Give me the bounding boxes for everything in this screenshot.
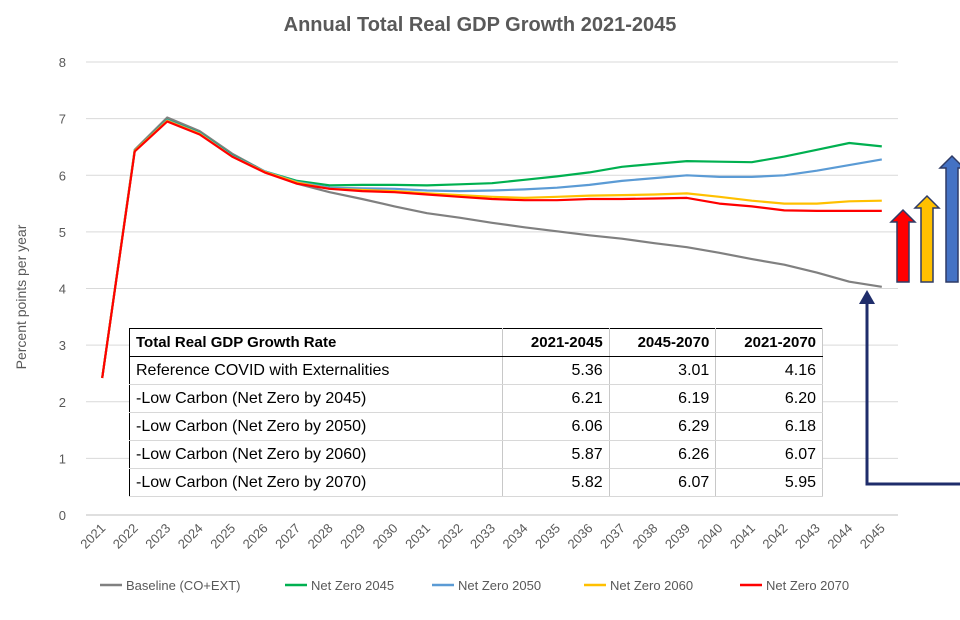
x-tick-label: 2022 <box>110 521 141 552</box>
legend-label: Net Zero 2060 <box>610 578 693 593</box>
table-cell: -Low Carbon (Net Zero by 2070) <box>129 468 503 497</box>
table-row: -Low Carbon (Net Zero by 2070) 5.82 6.07… <box>129 468 823 497</box>
x-tick-label: 2028 <box>305 521 336 552</box>
table-header: Total Real GDP Growth Rate <box>129 328 503 357</box>
table-cell: 5.82 <box>502 468 610 497</box>
x-tick-label: 2042 <box>759 521 790 552</box>
table-header: 2021-2045 <box>502 328 610 357</box>
x-tick-label: 2041 <box>727 521 758 552</box>
table-cell: 6.26 <box>609 440 717 469</box>
x-tick-label: 2040 <box>694 521 725 552</box>
chart-title: Annual Total Real GDP Growth 2021-2045 <box>284 14 677 36</box>
table-cell: 4.16 <box>715 356 823 385</box>
connector-arrowhead <box>859 290 875 304</box>
y-tick-label: 8 <box>59 55 66 70</box>
y-tick-label: 0 <box>59 508 66 523</box>
x-tick-label: 2036 <box>565 521 596 552</box>
x-tick-label: 2045 <box>857 521 888 552</box>
up-arrow <box>938 154 960 283</box>
y-tick-label: 1 <box>59 451 66 466</box>
x-tick-label: 2030 <box>370 521 401 552</box>
table-row: -Low Carbon (Net Zero by 2060) 5.87 6.26… <box>129 440 823 469</box>
up-arrow <box>913 194 941 283</box>
connector-arrow <box>865 302 960 486</box>
y-tick-label: 6 <box>59 168 66 183</box>
up-arrow <box>889 208 917 283</box>
table-cell: 6.20 <box>715 384 823 413</box>
table-header-row: Total Real GDP Growth Rate 2021-2045 204… <box>129 328 823 357</box>
x-axis-ticks: 2021 2022 2023 2024 2025 2026 2027 2028 2029 2030… <box>77 521 888 552</box>
x-tick-label: 2027 <box>272 521 303 552</box>
legend-label: Net Zero 2045 <box>311 578 394 593</box>
table-cell: -Low Carbon (Net Zero by 2060) <box>129 440 503 469</box>
legend-label: Baseline (CO+EXT) <box>126 578 241 593</box>
summary-table: Total Real GDP Growth Rate 2021-2045 204… <box>129 328 823 497</box>
table-cell: -Low Carbon (Net Zero by 2045) <box>129 384 503 413</box>
table-cell: 5.36 <box>502 356 610 385</box>
x-tick-label: 2024 <box>175 521 206 552</box>
table-cell: -Low Carbon (Net Zero by 2050) <box>129 412 503 441</box>
table-row: -Low Carbon (Net Zero by 2045) 6.21 6.19… <box>129 384 823 413</box>
y-tick-label: 5 <box>59 225 66 240</box>
x-tick-label: 2023 <box>142 521 173 552</box>
x-tick-label: 2037 <box>597 521 628 552</box>
y-tick-label: 3 <box>59 338 66 353</box>
table-cell: 6.06 <box>502 412 610 441</box>
x-tick-label: 2034 <box>500 521 531 552</box>
x-tick-label: 2032 <box>435 521 466 552</box>
x-tick-label: 2029 <box>337 521 368 552</box>
x-tick-label: 2043 <box>792 521 823 552</box>
table-row: -Low Carbon (Net Zero by 2050) 6.06 6.29… <box>129 412 823 441</box>
table-cell: 6.29 <box>609 412 717 441</box>
table-cell: Reference COVID with Externalities <box>129 356 503 385</box>
table-cell: 6.19 <box>609 384 717 413</box>
y-axis-label: Percent points per year <box>13 224 29 369</box>
x-tick-label: 2033 <box>467 521 498 552</box>
table-cell: 6.21 <box>502 384 610 413</box>
legend-label: Net Zero 2070 <box>766 578 849 593</box>
x-tick-label: 2039 <box>662 521 693 552</box>
x-tick-label: 2038 <box>629 521 660 552</box>
x-tick-label: 2021 <box>77 521 108 552</box>
y-axis-ticks: 0 1 2 3 4 5 6 7 8 <box>59 55 66 523</box>
legend: Baseline (CO+EXT) Net Zero 2045 Net Zero 2… <box>100 578 849 593</box>
x-tick-label: 2025 <box>207 521 238 552</box>
y-tick-label: 7 <box>59 112 66 127</box>
table-cell: 5.95 <box>715 468 823 497</box>
table-cell: 6.18 <box>715 412 823 441</box>
table-cell: 6.07 <box>715 440 823 469</box>
series-line <box>101 116 882 379</box>
table-row: Reference COVID with Externalities 5.36 … <box>129 356 823 385</box>
annotations <box>859 154 960 486</box>
x-tick-label: 2035 <box>532 521 563 552</box>
x-tick-label: 2031 <box>402 521 433 552</box>
x-tick-label: 2044 <box>824 521 855 552</box>
y-tick-label: 2 <box>59 395 66 410</box>
table-header: 2045-2070 <box>609 328 717 357</box>
table-cell: 5.87 <box>502 440 610 469</box>
series-lines <box>101 116 882 379</box>
table-cell: 3.01 <box>609 356 717 385</box>
series-line <box>101 120 882 379</box>
y-tick-label: 4 <box>59 282 66 297</box>
legend-label: Net Zero 2050 <box>458 578 541 593</box>
table-cell: 6.07 <box>609 468 717 497</box>
x-tick-label: 2026 <box>240 521 271 552</box>
table-header: 2021-2070 <box>715 328 823 357</box>
